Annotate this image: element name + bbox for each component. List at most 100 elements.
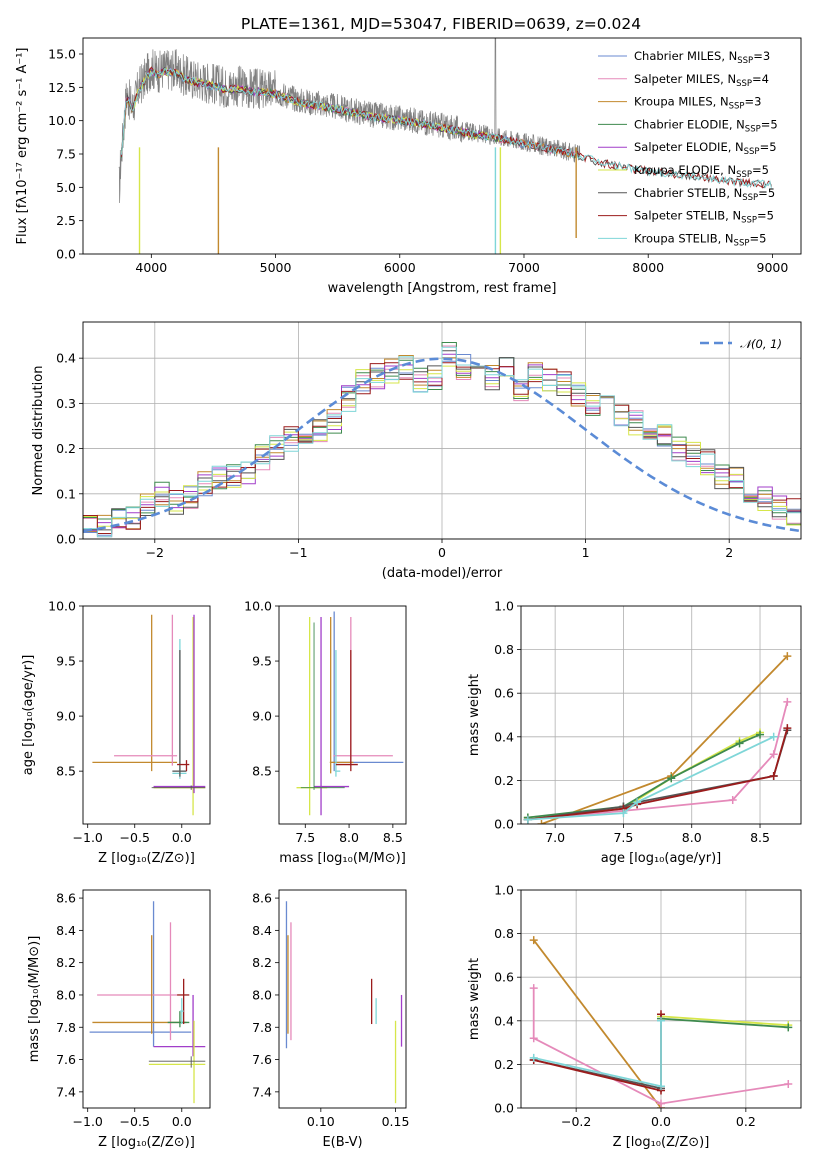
legend-nssp-subscript: SSP <box>741 216 757 226</box>
legend-entry: Chabrier STELIB, NSSP=5 <box>634 186 775 203</box>
y-tick-label: 8.5 <box>252 764 272 779</box>
y-tick-label: 9.0 <box>252 709 272 724</box>
y-tick-label: 8.6 <box>56 891 76 906</box>
legend-nssp-prefix: , N <box>725 209 741 223</box>
data-point-marker <box>756 730 765 739</box>
weight-series-line <box>527 735 775 821</box>
weight-series-line <box>660 1017 789 1029</box>
mass-weight-vs-age-panel: 7.0 7.5 8.0 8.5 0.0 0.2 0.4 0.6 0.8 1.0 age [log₁₀… <box>467 599 802 866</box>
data-point-marker <box>735 739 744 748</box>
legend-equals: = <box>752 72 762 86</box>
legend-entry: 𝒩(0, 1) <box>740 337 782 351</box>
x-tick-label: 8.5 <box>383 830 403 845</box>
y-tick-label: 8.6 <box>252 891 272 906</box>
legend-entry: Kroupa MILES, NSSP=3 <box>634 95 761 112</box>
legend-series-name: Chabrier STELIB <box>634 186 726 200</box>
y-tick-label: 0.4 <box>494 1013 514 1028</box>
mass-vs-metallicity-panel: −1.0 −0.5 0.0 7.4 7.6 7.8 8.0 8.2 8.4 8.6 Z [log₁₀… <box>27 889 211 1150</box>
legend-nssp-subscript: SSP <box>729 102 745 112</box>
axes-frame <box>520 889 802 1109</box>
y-tick-label: 1.0 <box>494 883 514 898</box>
legend-nssp-subscript: SSP <box>744 147 760 157</box>
y-tick-label: 8.2 <box>252 955 272 970</box>
y-axis-label: Flux [fλ10⁻¹⁷ erg cm⁻² s⁻¹ A⁻¹] <box>15 48 30 245</box>
y-tick-label: 8.0 <box>56 987 76 1002</box>
data-point-marker <box>657 1016 665 1025</box>
figure-title: PLATE=1361, MJD=53047, FIBERID=0639, z=0… <box>241 15 641 33</box>
data-point-marker <box>619 809 628 818</box>
spectrum-legend: Chabrier MILES, NSSP=3 Salpeter MILES, NS… <box>598 49 778 248</box>
y-tick-label: 0.2 <box>494 773 514 788</box>
axes-frame <box>82 889 211 1109</box>
x-tick-label: 0.10 <box>307 1114 335 1129</box>
y-tick-label: 7.6 <box>252 1052 272 1067</box>
plot-area <box>118 38 772 254</box>
legend-entry: Chabrier MILES, NSSP=3 <box>634 49 770 66</box>
legend-entry: Salpeter ELODIE, NSSP=5 <box>634 140 777 157</box>
legend-equals: = <box>757 209 767 223</box>
weight-series-line <box>527 731 761 819</box>
age-vs-metallicity-panel: −1.0 −0.5 0.0 8.5 9.0 9.5 10.0 Z [log₁₀(Z/Z⊙)] a… <box>21 599 211 866</box>
y-tick-label: 0.2 <box>494 1057 514 1072</box>
y-tick-label: 7.6 <box>56 1052 76 1067</box>
y-axis-label: Normed distribution <box>31 366 46 496</box>
legend-series-name: Chabrier MILES <box>634 49 721 63</box>
y-tick-label: 12.5 <box>48 80 76 95</box>
legend-nssp-prefix: , N <box>721 49 737 63</box>
y-axis-label: mass weight <box>467 674 482 756</box>
y-tick-label: 0.0 <box>56 532 76 547</box>
weight-series-line <box>527 701 789 821</box>
mass-weight-vs-metallicity-panel: −0.2 0.0 0.2 0.0 0.2 0.4 0.6 0.8 1.0 Z [log₁₀(Z/Z… <box>467 883 802 1150</box>
x-tick-label: −1.0 <box>73 830 103 845</box>
x-axis-label: Z [log₁₀(Z/Z⊙)] <box>98 851 195 866</box>
y-tick-label: 0.0 <box>494 817 514 832</box>
data-point-marker <box>633 798 642 807</box>
axes-frame <box>82 605 211 825</box>
plot-area <box>92 614 206 816</box>
x-tick-label: 0.0 <box>172 830 192 845</box>
age-vs-mass-panel: 7.5 8.0 8.5 8.5 9.0 9.5 10.0 mass [log₁₀(M/M⊙)] <box>244 599 407 866</box>
legend-series-name: Salpeter ELODIE <box>634 140 728 154</box>
x-axis-label: wavelength [Angstrom, rest frame] <box>328 281 557 296</box>
y-tick-label: 0.4 <box>494 729 514 744</box>
x-axis-label: (data-model)/error <box>382 566 503 581</box>
y-tick-label: 8.0 <box>252 987 272 1002</box>
data-point-marker <box>529 1053 538 1062</box>
legend-series-name: Salpeter STELIB <box>634 209 725 223</box>
legend-series-name: Kroupa ELODIE <box>634 163 720 177</box>
x-tick-label: 4000 <box>135 260 167 275</box>
spectrum-panel: 4000 5000 6000 7000 8000 9000 0.0 2.5 5.0 7.5 10.0… <box>15 37 802 296</box>
x-tick-label: 1 <box>582 545 590 560</box>
legend-equals: = <box>758 186 768 200</box>
data-point-marker <box>783 697 792 706</box>
x-tick-label: 7.5 <box>613 830 633 845</box>
legend-entry: Chabrier ELODIE, NSSP=5 <box>634 117 778 134</box>
legend-nssp-prefix: , N <box>726 186 742 200</box>
x-tick-label: 9000 <box>757 260 789 275</box>
y-tick-label: 7.8 <box>56 1020 76 1035</box>
y-tick-label: 8.5 <box>56 764 76 779</box>
residual-histogram-panel: −2 −1 0 1 2 0.0 0.1 0.2 0.3 0.4 (data-model)/error… <box>31 321 802 581</box>
legend-equals: = <box>753 49 763 63</box>
y-tick-label: 7.4 <box>56 1084 76 1099</box>
legend-nssp-prefix: , N <box>720 163 736 177</box>
legend-equals: = <box>761 117 771 131</box>
weight-series-line <box>532 939 662 1108</box>
x-tick-label: 8.0 <box>339 830 359 845</box>
x-axis-label: age [log₁₀(age/yr)] <box>601 851 722 866</box>
x-tick-label: 0.0 <box>172 1114 192 1129</box>
legend-nssp-value: 5 <box>762 163 769 177</box>
plot-area <box>89 901 206 1104</box>
legend-nssp-prefix: , N <box>729 117 745 131</box>
legend-nssp-prefix: , N <box>728 140 744 154</box>
legend-entry: Kroupa STELIB, NSSP=5 <box>634 231 766 248</box>
y-tick-label: 10.0 <box>244 599 272 614</box>
legend-equals: = <box>744 95 754 109</box>
data-point-marker <box>523 815 532 824</box>
y-tick-label: 0.0 <box>56 247 76 262</box>
legend-nssp-subscript: SSP <box>734 238 750 248</box>
legend-entry: Salpeter MILES, NSSP=4 <box>634 72 769 89</box>
x-tick-label: −0.5 <box>120 830 150 845</box>
weight-series-line <box>660 1015 789 1027</box>
y-tick-label: 9.0 <box>56 709 76 724</box>
